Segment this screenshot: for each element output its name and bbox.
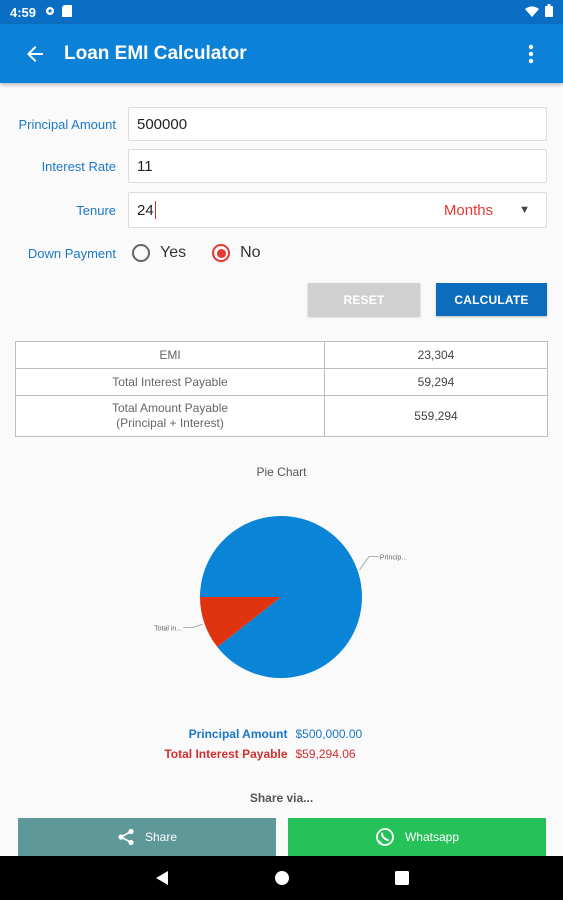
share-title: Share via... [249, 791, 314, 805]
calculate-button[interactable]: CALCULATE [436, 283, 547, 316]
back-button[interactable] [18, 37, 52, 71]
legend-interest-label: Total Interest Payable [164, 747, 288, 761]
status-bar: 4:59 [0, 0, 563, 24]
circle-home-icon [274, 871, 289, 885]
nav-home-button[interactable] [272, 868, 292, 888]
battery-icon [545, 4, 553, 20]
chart-title: Pie Chart [256, 465, 307, 479]
tenure-input[interactable]: 24 Months ▼ [128, 192, 547, 228]
legend-interest: Total Interest Payable $59,294.06 [0, 747, 563, 761]
more-vert-icon [528, 44, 534, 63]
total-amount-label: Total Amount Payable (Principal + Intere… [15, 395, 325, 437]
status-time: 4:59 [10, 4, 37, 20]
total-amount-label-line1: Total Amount Payable [111, 401, 229, 415]
pie-slice-label: Princip... [380, 555, 407, 562]
legend-principal-value: $500,000.00 [295, 727, 363, 741]
legend-principal: Principal Amount $500,000.00 [0, 727, 563, 741]
overflow-menu-button[interactable] [521, 37, 541, 71]
nav-back-button[interactable] [152, 868, 172, 888]
principal-value: 500000 [137, 115, 188, 133]
tenure-unit-select[interactable]: Months ▼ [444, 202, 546, 219]
nav-recents-button[interactable] [392, 868, 412, 888]
share-label: Share [144, 830, 178, 844]
tenure-row: Tenure 24 Months ▼ [0, 192, 563, 228]
down-payment-yes-radio[interactable]: Yes [132, 244, 186, 262]
total-interest-value: 59,294 [324, 368, 548, 396]
tenure-label: Tenure [76, 202, 116, 218]
settings-icon [44, 5, 56, 20]
pie-chart: Princip... Total in... [154, 516, 407, 678]
app-bar: Loan EMI Calculator [0, 24, 563, 83]
tenure-unit-value: Months [443, 201, 494, 219]
total-interest-label: Total Interest Payable [15, 368, 325, 396]
down-payment-label: Down Payment [27, 245, 116, 261]
interest-row: Interest Rate 11 [0, 149, 563, 183]
wifi-icon [525, 5, 539, 20]
emi-label: EMI [15, 341, 325, 369]
sd-card-icon [62, 4, 73, 20]
down-payment-no-radio[interactable]: No [212, 244, 261, 262]
table-row: Total Interest Payable 59,294 [15, 368, 548, 396]
emi-value: 23,304 [324, 341, 548, 369]
pie-slice-label: Total in... [154, 625, 182, 632]
down-payment-row: Down Payment Yes No [0, 240, 563, 266]
radio-no-label: No [240, 244, 261, 261]
total-amount-label-line2: (Principal + Interest) [116, 416, 224, 430]
total-amount-value: 559,294 [324, 395, 548, 437]
square-recents-icon [394, 871, 409, 885]
principal-row: Principal Amount 500000 [0, 107, 563, 141]
text-cursor [154, 201, 156, 219]
results-table: EMI 23,304 Total Interest Payable 59,294… [15, 341, 548, 437]
pie-leader-line [183, 623, 203, 628]
interest-label: Interest Rate [41, 158, 116, 174]
legend-interest-value: $59,294.06 [295, 747, 356, 761]
share-icon [117, 828, 135, 846]
radio-unchecked-icon [132, 244, 150, 262]
dropdown-arrow-icon: ▼ [519, 204, 530, 216]
whatsapp-icon [375, 827, 395, 847]
principal-label: Principal Amount [18, 116, 116, 132]
table-row: EMI 23,304 [15, 341, 548, 369]
interest-value: 11 [137, 157, 153, 175]
tenure-value: 24 [137, 201, 154, 219]
page-title: Loan EMI Calculator [64, 42, 247, 64]
reset-button[interactable]: RESET [308, 283, 420, 316]
interest-input[interactable]: 11 [128, 149, 547, 183]
pie-slice-interest [200, 597, 281, 648]
radio-checked-icon [212, 244, 231, 262]
radio-yes-label: Yes [160, 244, 187, 261]
arrow-left-icon [27, 45, 43, 62]
triangle-back-icon [155, 871, 168, 885]
system-nav-bar [0, 856, 563, 900]
share-button[interactable]: Share [18, 818, 276, 856]
legend-principal-label: Principal Amount [188, 727, 288, 741]
whatsapp-label: Whatsapp [404, 830, 460, 844]
principal-input[interactable]: 500000 [128, 107, 547, 141]
table-row: Total Amount Payable (Principal + Intere… [15, 395, 548, 437]
whatsapp-button[interactable]: Whatsapp [288, 818, 546, 856]
pie-leader-line [359, 556, 379, 571]
